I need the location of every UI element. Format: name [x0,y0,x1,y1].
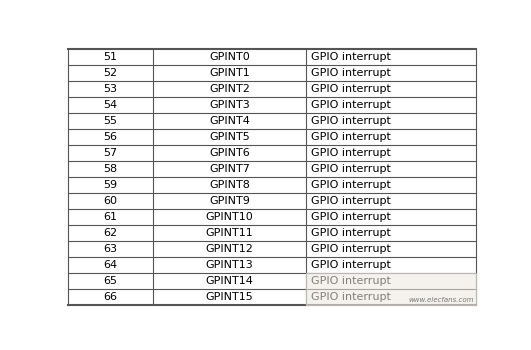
Text: GPIO interrupt: GPIO interrupt [311,292,391,302]
Text: GPINT9: GPINT9 [209,196,250,206]
Text: GPIO interrupt: GPIO interrupt [311,132,391,142]
Text: 52: 52 [104,68,118,78]
Text: GPIO interrupt: GPIO interrupt [311,148,391,158]
Text: GPINT1: GPINT1 [209,68,250,78]
Text: GPINT6: GPINT6 [209,148,250,158]
Text: GPINT5: GPINT5 [209,132,250,142]
Text: 61: 61 [104,212,117,222]
Text: 56: 56 [104,132,117,142]
Text: GPINT11: GPINT11 [205,228,253,238]
Text: 60: 60 [104,196,117,206]
Text: GPINT2: GPINT2 [209,84,250,94]
Text: 58: 58 [104,164,118,174]
Text: GPINT0: GPINT0 [209,52,250,62]
Text: GPIO interrupt: GPIO interrupt [311,116,391,126]
Text: 53: 53 [104,84,117,94]
Bar [306,273,476,305]
Text: 64: 64 [104,260,118,270]
Text: 66: 66 [104,292,117,302]
Text: GPIO interrupt: GPIO interrupt [311,164,391,174]
Text: GPINT15: GPINT15 [205,292,253,302]
Text: GPINT4: GPINT4 [209,116,250,126]
Text: GPIO interrupt: GPIO interrupt [311,212,391,222]
Text: GPIO interrupt: GPIO interrupt [311,196,391,206]
Text: www.elecfans.com: www.elecfans.com [408,298,474,303]
Text: GPINT8: GPINT8 [209,180,250,190]
Text: 55: 55 [104,116,117,126]
Text: 51: 51 [104,52,117,62]
Text: GPIO interrupt: GPIO interrupt [311,100,391,110]
Text: GPINT13: GPINT13 [205,260,253,270]
Text: 57: 57 [104,148,118,158]
Text: GPIO interrupt: GPIO interrupt [311,68,391,78]
Text: 62: 62 [104,228,118,238]
Text: GPINT3: GPINT3 [209,100,250,110]
Text: GPIO interrupt: GPIO interrupt [311,260,391,270]
Text: GPIO interrupt: GPIO interrupt [311,276,391,286]
Text: GPIO interrupt: GPIO interrupt [311,228,391,238]
Text: GPINT14: GPINT14 [205,276,253,286]
Text: GPINT10: GPINT10 [205,212,253,222]
Text: GPINT7: GPINT7 [209,164,250,174]
Text: GPIO interrupt: GPIO interrupt [311,244,391,254]
Text: 63: 63 [104,244,117,254]
Text: 54: 54 [104,100,118,110]
Text: GPIO interrupt: GPIO interrupt [311,52,391,62]
Text: 59: 59 [104,180,118,190]
Text: GPIO interrupt: GPIO interrupt [311,84,391,94]
Text: GPINT12: GPINT12 [205,244,253,254]
Text: GPIO interrupt: GPIO interrupt [311,180,391,190]
Text: 65: 65 [104,276,117,286]
